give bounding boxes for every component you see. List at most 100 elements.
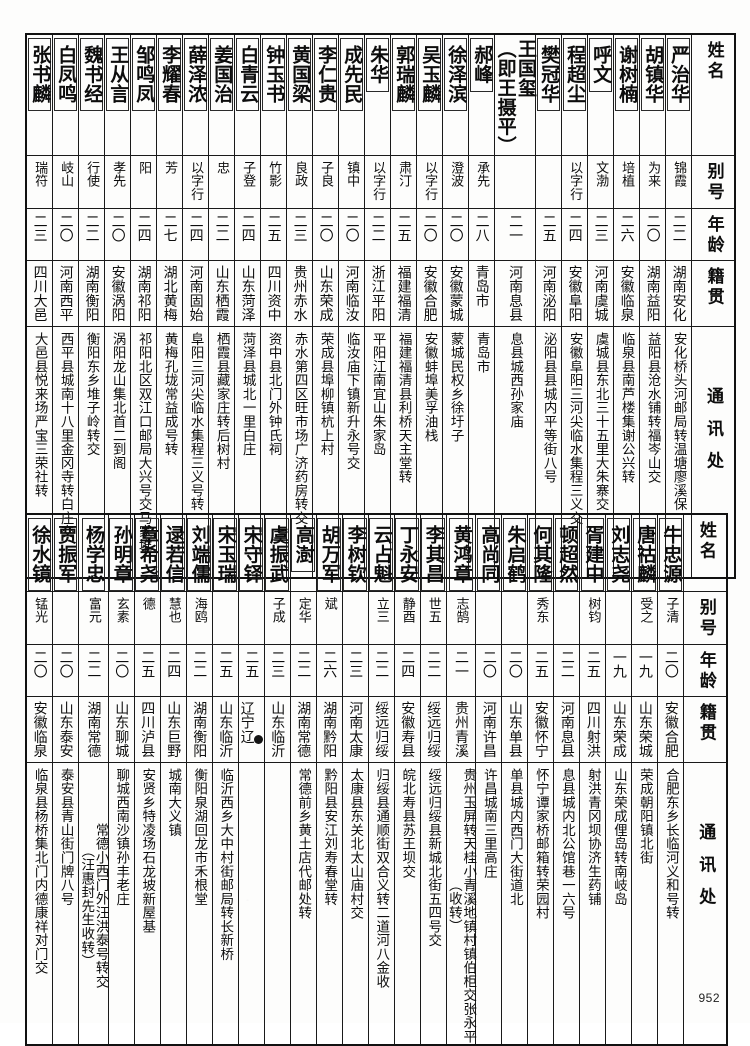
cell-age: 二五 — [527, 643, 555, 698]
entry-name: 邹鸣凤 — [133, 45, 156, 104]
entry-native_place: 四川射洪 — [584, 701, 601, 759]
entry-native_place: 山东巨野 — [165, 701, 182, 759]
name-box: 贾振军 — [53, 518, 78, 592]
cell-name: 刘端儒 — [185, 513, 213, 593]
entry-age: 二五 — [243, 649, 260, 679]
cell-name: 郭瑞麟 — [390, 33, 417, 157]
name-box: 李树钦 — [343, 518, 367, 592]
cell-alias: 慧也 — [159, 591, 187, 645]
entry-native_place: 山东聊城 — [113, 701, 130, 759]
entry-name: 李其昌 — [422, 525, 445, 584]
cell-alias: 澄波 — [442, 155, 469, 209]
name-box: 李其昌 — [421, 518, 445, 592]
cell-name: 王国玺 （即王摄平） — [494, 33, 537, 157]
cell-alias: 锰光 — [25, 591, 53, 645]
entry-name: 王国玺 — [514, 39, 537, 98]
entry-native_place: 河南泌阳 — [540, 265, 557, 323]
entry-native_place: 贵州赤水 — [291, 265, 308, 323]
cell-alias: 子成 — [263, 591, 291, 645]
cell-name: 逯若信 — [159, 513, 187, 593]
cell-name: 樊冠华 — [534, 33, 562, 157]
cell-native_place: 山东聊城 — [107, 696, 135, 764]
entry-address: 息县城内北公馆巷一六号 — [558, 768, 575, 920]
entry-address-note: （收转） — [445, 878, 462, 934]
entry-age: 二〇 — [644, 213, 661, 243]
entry-native_place: 河南西平 — [57, 265, 74, 323]
entry-name: 牛忠源 — [660, 525, 683, 584]
cell-native_place: 湖南安化 — [664, 260, 692, 328]
entry-age: 二二 — [425, 649, 442, 679]
ink-blot — [253, 734, 263, 744]
cell-name: 徐水镜 — [25, 513, 53, 593]
entry-alias: 子良 — [318, 161, 334, 188]
cell-age: 二〇 — [475, 643, 503, 698]
name-box: 谢树楠 — [614, 38, 639, 112]
entry-alias: 培植 — [619, 161, 635, 188]
cell-name: 宋玉瑞 — [211, 513, 239, 593]
entry-native_place: 湖南常德 — [85, 701, 102, 759]
cell-alias: 子良 — [312, 155, 339, 209]
entry-age: 二五 — [139, 649, 156, 679]
entry-address: 平阳江南宜山朱家岛 — [369, 332, 386, 457]
cell-native_place: 湖南衡阳 — [185, 696, 213, 764]
cell-name: 张书麟 — [25, 33, 53, 157]
name-box: 严治华 — [666, 38, 691, 112]
entry-address: 临泉县南芦楼集谢公兴转 — [618, 332, 635, 484]
entry-native_place: 河南太康 — [347, 701, 364, 759]
cell-alias: 树钧 — [579, 591, 607, 645]
entry-native_place: 安徽寿县 — [399, 701, 416, 759]
name-box: 李耀春 — [157, 38, 182, 112]
cell-native_place: 浙江平阳 — [364, 260, 391, 328]
entry-age: 二四 — [399, 649, 416, 679]
entry-address: 太康县东关北太山庙村交 — [347, 768, 364, 920]
name-box: 张书麟 — [27, 38, 52, 112]
entry-address: 常德前乡黄土店代邮处转 — [295, 768, 312, 920]
entry-alias: 以字行 — [370, 161, 386, 202]
entry-alias: 岐山 — [58, 161, 74, 188]
cell-age: 二二 — [367, 643, 395, 698]
row-header-label: 姓名 — [703, 41, 724, 83]
cell-age: 二七 — [156, 207, 183, 262]
entry-alias: 海鸥 — [191, 597, 207, 624]
cell-age: 二四 — [130, 207, 157, 262]
cell-native_place: 安徽怀宁 — [527, 696, 555, 764]
entry-address: 安徽阜阳三河尖临水集程三义交 — [566, 332, 583, 526]
entry-address: 归绥县通顺街双合义转二道河八金收 — [373, 768, 390, 989]
entry-name: 郝峰 — [471, 45, 494, 84]
entry-alias: 芳 — [162, 161, 178, 175]
cell-native_place: 安徽合肥 — [657, 696, 685, 764]
roster-body-bottom: 徐水镜 贾振军 杨学忠 孙明章 章希尧 逯若信 刘端儒 宋玉瑞 宋守铎 虞振武 高澍 胡万军 李树钦 云占… — [25, 513, 728, 1046]
cell-address: 临泉县杨桥集北门内德康祥对门交 — [25, 762, 53, 1046]
cell-name: 白青云 — [234, 33, 261, 157]
entry-name: 宋玉瑞 — [214, 525, 237, 584]
entry-address: 聊城西南沙镇孙丰老庄 — [113, 768, 130, 906]
name-box: 黄国梁 — [287, 38, 312, 112]
cell-age: 二四 — [560, 207, 588, 262]
cell-address: 太康县东关北太山庙村交 — [341, 762, 369, 1046]
cell-alias: 竹影 — [260, 155, 287, 209]
entry-address: 荣成朝阳镇北街 — [636, 768, 653, 865]
cell-address: 衡阳泉湖回龙市禾根堂 — [185, 762, 213, 1046]
entry-address: 福建福清县利桥天主堂转 — [395, 332, 412, 484]
cell-name: 李其昌 — [419, 513, 447, 593]
cell-native_place: 湖南常德 — [78, 696, 109, 764]
cell-age: 二二 — [185, 643, 213, 698]
name-box: 郭瑞麟 — [391, 38, 416, 112]
entry-name: 唐祜麟 — [634, 525, 657, 584]
entry-address: 临汝庙下镇新升永号交 — [343, 332, 360, 471]
entry-age: 二二 — [85, 649, 102, 679]
cell-age: 二四 — [182, 207, 209, 262]
entry-name: 黄国梁 — [289, 45, 312, 104]
entry-alias: 定华 — [295, 597, 311, 624]
entry-native_place: 辽宁辽 — [238, 701, 255, 744]
cell-native_place: 湖南益阳 — [638, 260, 666, 328]
cell-name: 程超尘 — [560, 33, 588, 157]
cell-native_place: 四川资中 — [260, 260, 287, 328]
entry-alias: 以字行 — [188, 161, 204, 202]
entry-address: 常德小西门外汪洪泰号转交 — [92, 823, 109, 989]
name-box: 吴玉麟 — [417, 38, 442, 112]
entry-address-note: （汪惠封先生收转） — [78, 843, 95, 968]
cell-native_place: 贵州赤水 — [286, 260, 313, 328]
entry-address: 衡阳泉湖回龙市禾根堂 — [191, 768, 208, 906]
entry-address: 资中县北门外钟氏祠 — [265, 332, 282, 457]
